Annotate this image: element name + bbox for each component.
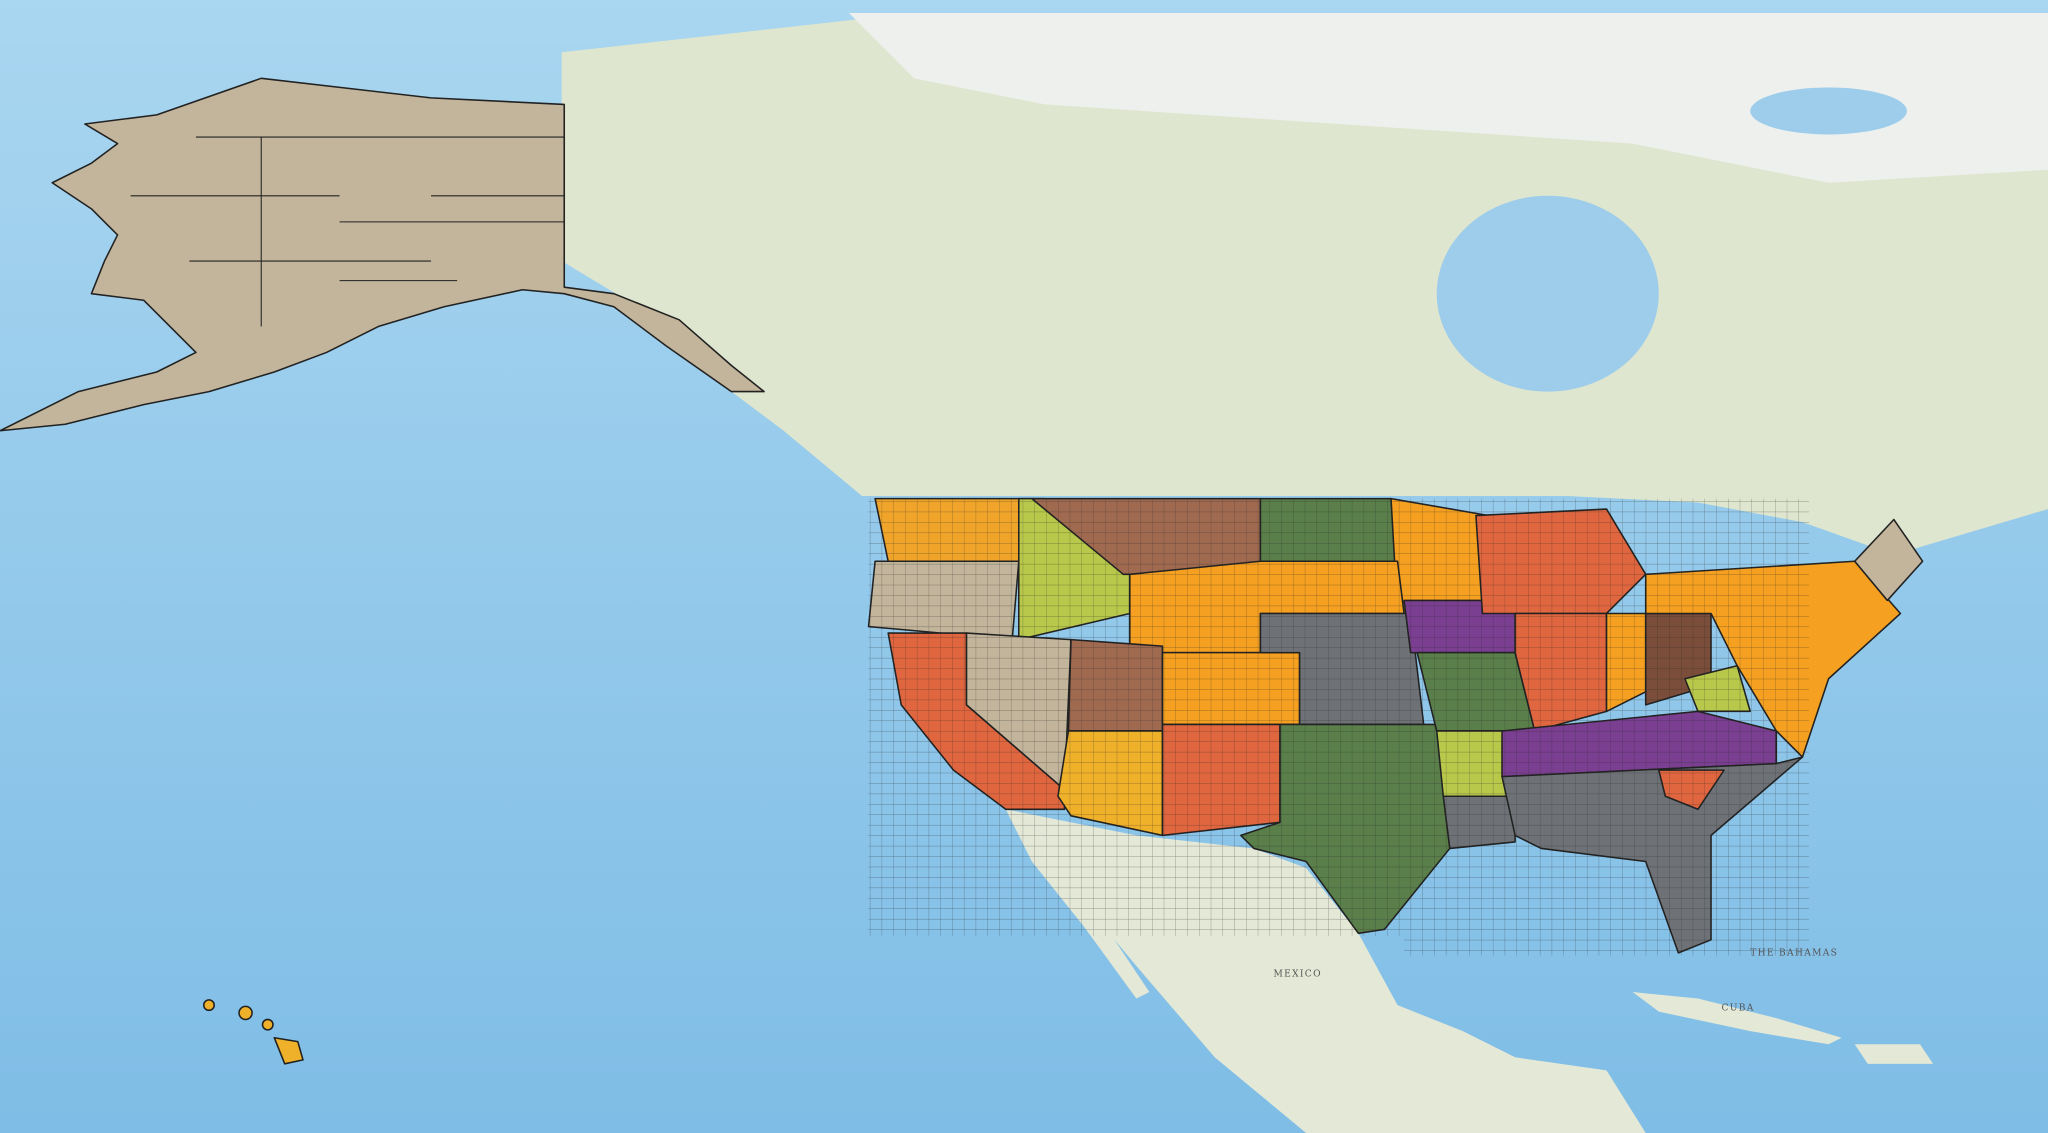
hudson-bay — [1436, 195, 1659, 392]
bay — [1750, 87, 1907, 135]
arctic-islands — [848, 13, 2048, 183]
map-label: THE BAHAMAS — [1750, 948, 1838, 958]
cuba — [1632, 992, 1842, 1045]
contiguous-us — [867, 497, 1924, 956]
county-lines — [1404, 498, 1809, 956]
county-lines — [868, 498, 1405, 936]
alaska-regions — [130, 136, 565, 327]
map-label: MEXICO — [1273, 969, 1321, 979]
hispaniola — [1854, 1044, 1934, 1064]
hawaii — [202, 999, 304, 1065]
alaska — [0, 77, 765, 432]
map-label: CUBA — [1721, 1003, 1754, 1013]
region — [1853, 518, 1924, 602]
